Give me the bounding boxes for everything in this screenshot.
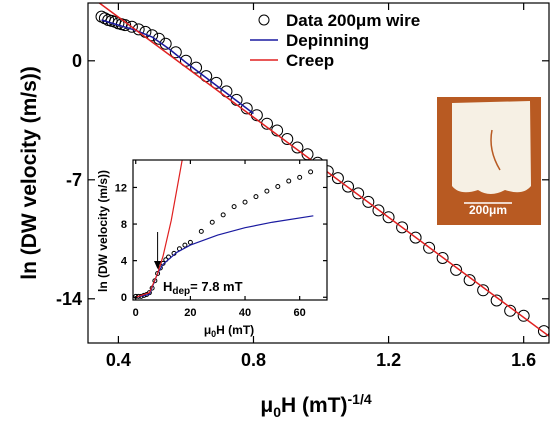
x-axis-label: μ0H (mT)-1/4 bbox=[260, 391, 371, 420]
data-point bbox=[436, 252, 449, 264]
data-layer bbox=[133, 160, 314, 299]
data-point bbox=[275, 184, 281, 190]
data-point bbox=[352, 187, 365, 200]
y-tick-label: 4 bbox=[121, 256, 128, 268]
data-point bbox=[477, 284, 490, 297]
data-point bbox=[423, 241, 436, 254]
data-point bbox=[198, 228, 204, 234]
data-point bbox=[291, 141, 304, 154]
x-tick-label: 20 bbox=[184, 307, 196, 319]
data-point bbox=[159, 37, 172, 50]
series-line bbox=[135, 160, 183, 298]
data-point bbox=[264, 188, 270, 194]
sample-photo: 200μm bbox=[437, 97, 541, 225]
data-point bbox=[450, 263, 463, 276]
y-tick-label: 12 bbox=[115, 182, 127, 194]
y-tick-label: 0 bbox=[121, 292, 127, 304]
data-point bbox=[231, 204, 237, 210]
data-point bbox=[463, 274, 476, 287]
data-point bbox=[396, 221, 409, 234]
y-tick-label: -7 bbox=[66, 170, 82, 190]
data-point bbox=[308, 169, 314, 175]
data-point bbox=[342, 180, 355, 193]
data-point bbox=[297, 174, 303, 180]
data-point bbox=[517, 309, 530, 322]
plot-frame bbox=[87, 2, 550, 344]
data-point bbox=[190, 61, 203, 74]
y-tick-label: 8 bbox=[121, 219, 127, 231]
series-line bbox=[101, 19, 254, 115]
y-tick-label: 0 bbox=[72, 51, 82, 71]
x-tick-label: 0.4 bbox=[106, 350, 131, 370]
data-point bbox=[187, 239, 193, 245]
legend-label: Depinning bbox=[286, 31, 369, 50]
legend-label: Creep bbox=[286, 51, 334, 70]
x-tick-label: 40 bbox=[239, 307, 251, 319]
inset-x-axis-label: μ0H (mT) bbox=[204, 323, 254, 339]
data-point bbox=[490, 294, 503, 307]
legend-label: Data 200μm wire bbox=[286, 11, 420, 30]
data-point bbox=[253, 194, 259, 200]
x-tick-label: 0 bbox=[133, 307, 139, 319]
inset-y-axis-label: ln (DW velocity (m/s)) bbox=[96, 170, 110, 292]
data-point bbox=[382, 211, 395, 224]
inset-annotation: Hdep= 7.8 mT bbox=[163, 279, 243, 297]
data-point bbox=[210, 76, 223, 89]
data-point bbox=[537, 325, 549, 338]
plot-frame bbox=[132, 159, 328, 301]
x-tick-label: 1.2 bbox=[376, 350, 401, 370]
data-point bbox=[409, 231, 422, 244]
inset-background bbox=[133, 160, 327, 300]
arrow-head bbox=[154, 261, 162, 269]
data-point bbox=[286, 178, 292, 184]
x-tick-label: 1.6 bbox=[511, 350, 536, 370]
data-point bbox=[362, 195, 375, 208]
data-point bbox=[169, 46, 182, 59]
photo-crack bbox=[490, 129, 501, 171]
y-tick-label: -14 bbox=[56, 289, 82, 309]
data-point bbox=[209, 219, 215, 225]
x-tick-label: 60 bbox=[294, 307, 306, 319]
data-point bbox=[372, 204, 385, 217]
legend-marker bbox=[258, 14, 270, 26]
data-point bbox=[220, 212, 226, 218]
y-axis-label: ln (DW velocity (m/s)) bbox=[18, 66, 41, 280]
x-tick-label: 0.8 bbox=[241, 350, 266, 370]
data-point bbox=[182, 242, 188, 248]
scale-label: 200μm bbox=[469, 203, 507, 217]
data-point bbox=[242, 199, 248, 205]
data-point bbox=[331, 172, 344, 185]
